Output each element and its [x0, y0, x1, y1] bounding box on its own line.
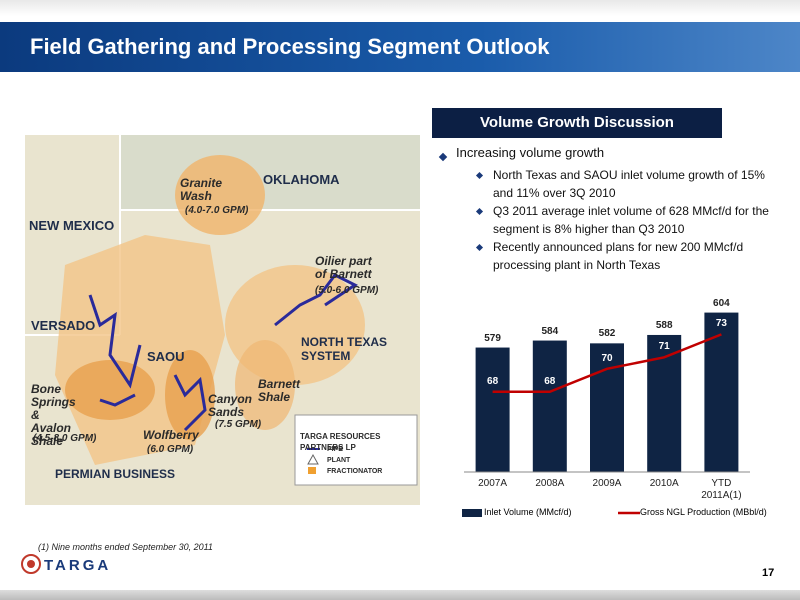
legend-label: Gross NGL Production (MBbl/d) — [640, 507, 767, 517]
x-tick-label: 2007A — [478, 478, 508, 489]
chart-plot — [462, 312, 750, 517]
logo-icon — [21, 554, 41, 574]
map-label: PERMIAN BUSINESS — [55, 467, 176, 481]
line-value-label: 68 — [487, 375, 499, 387]
panel-title: Volume Growth Discussion — [432, 108, 722, 138]
title-bar — [0, 22, 800, 72]
x-tick-label: YTD 2011A(1) — [701, 478, 742, 501]
sub-bullet: Q3 2011 average inlet volume of 628 MMcf… — [493, 204, 769, 236]
map-legend-item: PLANT — [327, 457, 351, 464]
map-label: Wolfberry — [143, 428, 199, 442]
top-band — [0, 0, 800, 16]
map-label: (5.0-6.0 GPM) — [315, 285, 379, 296]
map-label: NEW MEXICO — [29, 218, 115, 233]
map-label: (4.5-8.0 GPM) — [33, 433, 97, 444]
bar-value-label: 582 — [598, 328, 616, 340]
map-label: OKLAHOMA — [263, 172, 340, 187]
map-label: NORTH TEXAS SYSTEM — [301, 335, 388, 363]
line-value-label: 71 — [658, 341, 670, 353]
map-label: Canyon Sands — [208, 392, 253, 419]
bar-value-label: 579 — [484, 332, 501, 344]
map-legend-item: FRACTIONATOR — [327, 468, 383, 475]
bullet: Increasing volume growth — [456, 145, 605, 160]
x-tick-label: 2009A — [592, 478, 622, 489]
map-label: Barnett Shale — [258, 377, 301, 404]
bar — [475, 347, 510, 472]
page-number: 17 — [762, 567, 775, 579]
line-value-label: 73 — [715, 318, 727, 330]
map-label: SAOU — [147, 349, 185, 364]
line-value-label: 70 — [601, 352, 613, 364]
footnote: (1) Nine months ended September 30, 2011 — [38, 542, 213, 552]
sub-bullet: Recently announced plans for new 200 MMc… — [493, 240, 744, 272]
map-label: VERSADO — [31, 318, 96, 333]
bar — [647, 334, 682, 472]
map-legend-item: PIPE — [327, 446, 343, 453]
bar — [704, 312, 739, 472]
x-tick-label: 2010A — [649, 478, 679, 489]
bar-value-label: 588 — [655, 319, 673, 331]
logo: TARGA — [44, 557, 112, 574]
map-label: (4.0-7.0 GPM) — [185, 205, 249, 216]
bar — [532, 340, 567, 472]
bar-value-label: 584 — [541, 325, 559, 337]
map-legend-title: TARGA RESOURCES PARTNERS LP — [300, 432, 381, 452]
map-label: Bone Springs & Avalon Shale — [31, 382, 76, 448]
chart: 579 584 582 588 604 68 68 70 71 73 2007A 2008A 2009A… — [462, 297, 767, 517]
slide-title: Field Gathering and Processing Segment O… — [30, 34, 550, 59]
legend-label: Inlet Volume (MMcf/d) — [484, 507, 572, 517]
bar-value-label: 604 — [713, 297, 730, 309]
bar — [590, 343, 624, 472]
map-label: (7.5 GPM) — [215, 419, 262, 430]
map-label: (6.0 GPM) — [147, 444, 194, 455]
bottom-band — [0, 590, 800, 600]
sub-bullet: North Texas and SAOU inlet volume growth… — [493, 168, 765, 200]
line-value-label: 68 — [544, 375, 556, 387]
map-graphic — [25, 135, 420, 505]
map-label: Oilier part of Barnett — [315, 254, 372, 281]
x-tick-label: 2008A — [535, 478, 565, 489]
line — [492, 333, 722, 393]
legend-swatch — [462, 509, 482, 517]
map-label: Granite Wash — [180, 176, 223, 203]
map: OKLAHOMA NEW MEXICO Granite Wash (4.0-7.… — [25, 135, 420, 505]
